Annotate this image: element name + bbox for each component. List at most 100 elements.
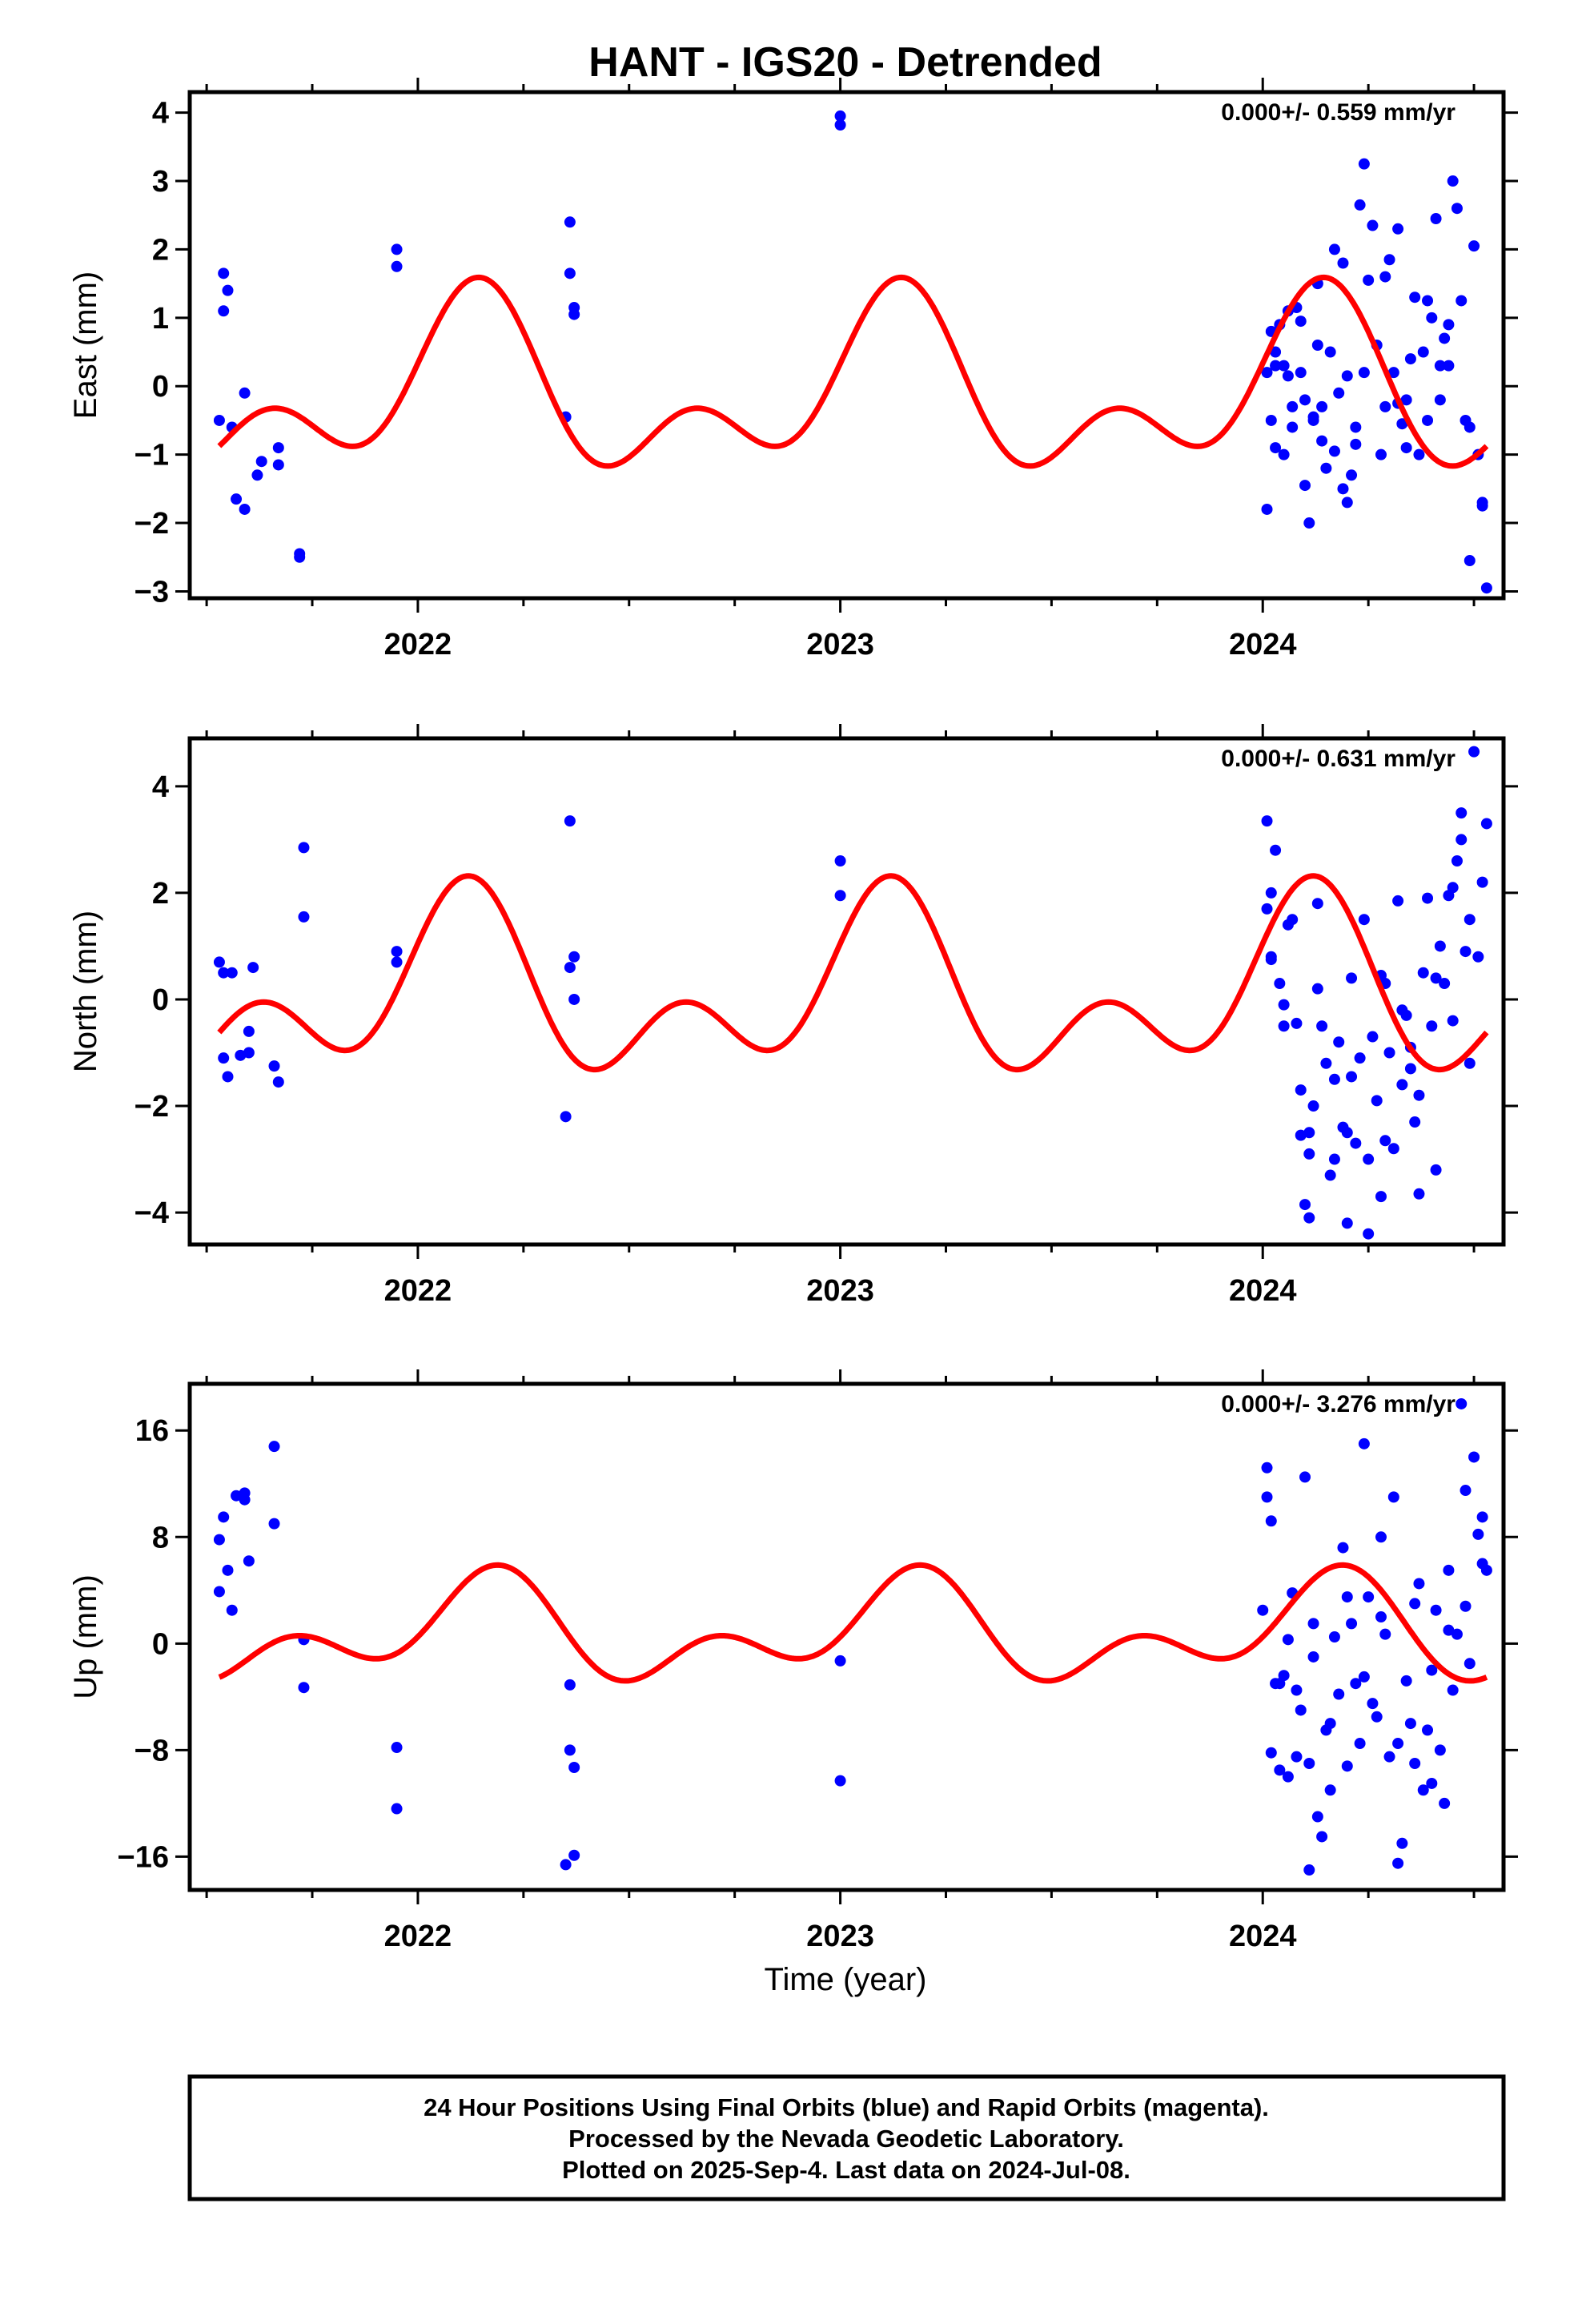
east-data-point: [1261, 367, 1273, 379]
north-data-point: [218, 1052, 230, 1064]
east-data-point: [1341, 497, 1353, 509]
north-data-point: [1375, 1191, 1387, 1203]
north-data-point: [268, 1060, 280, 1072]
north-data-point: [1341, 1217, 1353, 1229]
up-data-point: [1409, 1598, 1421, 1610]
up-data-point: [1346, 1618, 1358, 1630]
east-data-point: [1337, 257, 1349, 269]
up-data-point: [1476, 1511, 1488, 1523]
north-data-point: [298, 842, 310, 854]
up-data-point: [1299, 1471, 1311, 1483]
up-y-tick-label: 16: [135, 1414, 169, 1448]
north-data-point: [391, 956, 403, 968]
up-data-point: [1476, 1558, 1488, 1570]
up-data-point: [1375, 1531, 1387, 1543]
up-data-point: [1328, 1631, 1340, 1642]
east-data-point: [1358, 367, 1370, 379]
up-data-point: [1371, 1711, 1383, 1723]
east-data-point: [1328, 243, 1340, 255]
east-data-point: [1451, 203, 1463, 215]
east-data-point: [1367, 219, 1379, 231]
up-data-point: [1409, 1758, 1421, 1769]
north-data-point: [1456, 807, 1468, 819]
east-data-point: [1404, 353, 1416, 365]
north-data-point: [564, 962, 576, 974]
up-data-point: [1383, 1751, 1395, 1763]
up-data-point: [1257, 1604, 1269, 1616]
up-data-point: [1396, 1837, 1408, 1849]
east-data-point: [1295, 316, 1307, 328]
north-data-point: [1447, 1015, 1459, 1027]
up-data-point: [1358, 1437, 1370, 1449]
up-data-point: [391, 1803, 403, 1815]
north-data-point: [243, 1025, 255, 1037]
up-data-point: [1413, 1578, 1425, 1590]
footer-line-2: Processed by the Nevada Geodetic Laborat…: [568, 2125, 1124, 2153]
up-data-point: [268, 1441, 280, 1453]
east-data-point: [1282, 370, 1294, 382]
east-data-point: [564, 267, 576, 279]
up-data-point: [1261, 1491, 1273, 1503]
north-data-point: [1439, 978, 1451, 990]
east-data-point: [1265, 414, 1277, 426]
up-data-point: [1460, 1600, 1472, 1612]
east-data-point: [1341, 370, 1353, 382]
up-data-point: [1333, 1688, 1345, 1700]
east-x-tick-label: 2022: [384, 628, 452, 661]
north-data-point: [1426, 1020, 1438, 1032]
north-data-point: [1311, 983, 1323, 995]
north-y-tick-label: −4: [135, 1196, 169, 1230]
east-data-point: [1333, 387, 1345, 399]
north-data-point: [235, 1049, 247, 1061]
east-data-point: [1295, 367, 1307, 379]
north-data-point: [1278, 999, 1290, 1011]
up-data-point: [1337, 1542, 1349, 1554]
up-data-point: [1451, 1628, 1463, 1640]
north-data-point: [1303, 1212, 1315, 1224]
east-data-point: [1464, 555, 1476, 567]
east-data-point: [564, 216, 576, 228]
north-data-point: [1430, 1164, 1442, 1176]
east-y-tick-label: −2: [135, 507, 169, 541]
north-data-point: [1430, 972, 1442, 984]
up-data-point: [1303, 1864, 1315, 1876]
north-data-point: [1413, 1188, 1425, 1200]
up-data-point: [1303, 1758, 1315, 1769]
north-data-point: [1363, 1228, 1375, 1240]
north-model-curve: [217, 873, 1489, 1073]
up-data-point: [1265, 1515, 1277, 1527]
north-data-point: [1350, 1137, 1362, 1149]
east-data-point: [1287, 421, 1299, 433]
up-data-point: [1392, 1857, 1404, 1869]
east-y-tick-label: −1: [135, 439, 169, 472]
north-data-point: [1287, 914, 1299, 926]
up-data-point: [1282, 1634, 1294, 1646]
north-data-point: [1328, 1153, 1340, 1165]
north-data-point: [1324, 1169, 1336, 1181]
up-data-points: [213, 1397, 1492, 1876]
north-data-point: [1307, 1100, 1319, 1112]
up-data-point: [1443, 1564, 1455, 1576]
up-data-point: [1350, 1678, 1362, 1690]
north-y-axis-label: North (mm): [68, 911, 103, 1072]
east-data-point: [1426, 312, 1438, 324]
east-data-point: [1278, 448, 1290, 460]
east-data-point: [1447, 175, 1459, 187]
north-data-point: [568, 993, 580, 1005]
north-x-tick-label: 2024: [1229, 1274, 1297, 1308]
north-data-point: [1379, 1135, 1391, 1147]
east-y-tick-label: 2: [152, 233, 169, 267]
north-data-point: [1422, 892, 1434, 904]
east-data-point: [1392, 223, 1404, 235]
x-axis-label: Time (year): [765, 1962, 927, 1997]
east-data-point: [251, 469, 263, 481]
up-data-point: [1307, 1618, 1319, 1630]
east-rate-annotation: 0.000+/- 0.559 mm/yr: [1221, 99, 1456, 126]
up-data-point: [1375, 1611, 1387, 1623]
east-data-point: [834, 119, 846, 131]
east-data-point: [1400, 394, 1412, 406]
east-data-point: [239, 503, 251, 515]
up-data-point: [1430, 1604, 1442, 1616]
north-panel: 2022 2023 2024 4 2 0 −2 −4 North (mm) 0.000+/- 0.…: [68, 724, 1518, 1308]
up-data-point: [560, 1859, 572, 1871]
